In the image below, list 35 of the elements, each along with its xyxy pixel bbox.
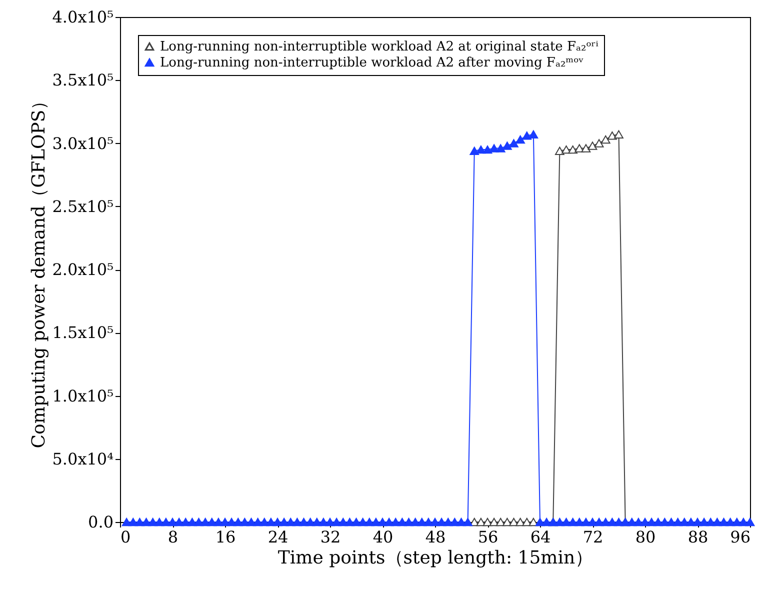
x-tick-label: 72 (582, 528, 604, 546)
x-tick-label: 16 (215, 528, 236, 546)
x-tick-label: 96 (730, 528, 750, 546)
point (581, 144, 591, 152)
legend-label: Long-running non-interruptible workload A2 at original state Fₐ₂ᵒʳⁱ (160, 40, 599, 54)
x-tick-label: 24 (268, 528, 288, 546)
y-tick-label: 2.5x10⁵ (52, 196, 114, 216)
y-tick-label: 0.0 (88, 512, 114, 532)
y-tick-label: 4.0x10⁵ (52, 8, 114, 26)
x-tick-label: 0 (120, 528, 131, 546)
x-tick-label: 64 (530, 528, 551, 546)
point (608, 132, 617, 140)
y-tick-label: 1.0x10⁵ (52, 386, 114, 406)
x-tick-label: 32 (320, 528, 341, 546)
point (588, 142, 598, 150)
x-tick-label: 48 (425, 528, 446, 546)
y-tick-label: 3.0x10⁵ (52, 134, 114, 153)
point (555, 146, 564, 155)
x-tick-label: 80 (635, 528, 656, 546)
point (594, 139, 604, 148)
x-tick-label: 40 (372, 528, 394, 546)
point (600, 135, 610, 144)
y-axis-title: Computing power demand（GFLOPS） (28, 92, 50, 448)
y-tick-label: 1.5x10⁵ (52, 323, 114, 342)
point (614, 130, 624, 139)
x-axis-title: Time points（step length: 15min） (278, 548, 594, 568)
x-tick-label: 56 (478, 528, 498, 546)
legend-label: Long-running non-interruptible workload A2 after moving Fₐ₂ᵐᵒᵛ (160, 56, 584, 70)
x-tick-label: 88 (688, 528, 708, 546)
x-tick-label: 8 (168, 528, 178, 546)
y-tick-label: 3.5x10⁵ (52, 70, 114, 90)
point (568, 145, 578, 154)
point (574, 144, 584, 152)
y-tick-label: 2.0x10⁵ (52, 260, 114, 279)
y-tick-label: 5.0x10⁴ (52, 449, 114, 468)
